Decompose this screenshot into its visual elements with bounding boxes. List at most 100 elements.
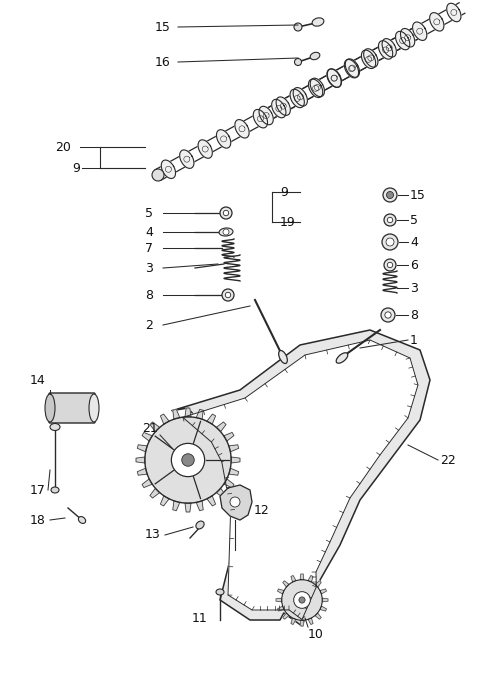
Polygon shape <box>277 606 284 611</box>
Circle shape <box>299 597 305 603</box>
Polygon shape <box>400 28 415 47</box>
Polygon shape <box>137 444 147 452</box>
Polygon shape <box>322 598 328 602</box>
Polygon shape <box>235 120 249 138</box>
Polygon shape <box>378 41 393 59</box>
Polygon shape <box>308 618 313 624</box>
Circle shape <box>294 592 310 608</box>
Polygon shape <box>293 87 307 106</box>
Circle shape <box>145 417 231 503</box>
Polygon shape <box>161 160 176 179</box>
Polygon shape <box>172 330 430 626</box>
Text: 22: 22 <box>440 453 456 466</box>
Polygon shape <box>224 432 234 441</box>
Circle shape <box>223 210 228 216</box>
Polygon shape <box>207 414 216 425</box>
Polygon shape <box>185 503 191 512</box>
Text: 13: 13 <box>145 528 161 541</box>
Polygon shape <box>320 606 326 611</box>
Polygon shape <box>150 488 160 498</box>
Polygon shape <box>173 501 180 510</box>
Ellipse shape <box>312 18 324 26</box>
Text: 4: 4 <box>410 236 418 249</box>
Polygon shape <box>231 457 240 463</box>
Circle shape <box>223 229 229 235</box>
Text: 1: 1 <box>410 333 418 346</box>
Text: 9: 9 <box>280 185 288 199</box>
Polygon shape <box>277 589 284 594</box>
Polygon shape <box>229 469 239 475</box>
Text: 17: 17 <box>30 484 46 497</box>
Text: 8: 8 <box>410 308 418 322</box>
Polygon shape <box>309 79 323 98</box>
Text: 14: 14 <box>30 374 46 387</box>
Polygon shape <box>413 22 427 41</box>
Circle shape <box>381 308 395 322</box>
Text: 6: 6 <box>410 258 418 271</box>
Text: 7: 7 <box>145 242 153 254</box>
Polygon shape <box>142 432 152 441</box>
Polygon shape <box>150 422 160 431</box>
Ellipse shape <box>51 487 59 493</box>
Text: 3: 3 <box>145 262 153 275</box>
Polygon shape <box>291 618 296 624</box>
Polygon shape <box>198 140 212 158</box>
Polygon shape <box>310 78 324 97</box>
Polygon shape <box>447 3 461 22</box>
Ellipse shape <box>279 350 288 363</box>
Polygon shape <box>216 488 226 498</box>
Text: 9: 9 <box>72 161 80 174</box>
Circle shape <box>387 217 393 223</box>
Text: 21: 21 <box>142 422 158 434</box>
Polygon shape <box>283 613 289 619</box>
Text: 20: 20 <box>55 141 71 153</box>
Polygon shape <box>345 59 360 78</box>
Ellipse shape <box>50 423 60 431</box>
Polygon shape <box>396 32 410 49</box>
Polygon shape <box>308 576 313 582</box>
Polygon shape <box>344 60 359 78</box>
Circle shape <box>383 188 397 202</box>
Circle shape <box>225 292 231 297</box>
Polygon shape <box>290 89 304 108</box>
Polygon shape <box>430 12 444 31</box>
Polygon shape <box>224 479 234 488</box>
Polygon shape <box>283 581 289 587</box>
Ellipse shape <box>196 521 204 529</box>
Polygon shape <box>196 501 203 510</box>
Text: 3: 3 <box>410 282 418 295</box>
Polygon shape <box>361 50 376 69</box>
Circle shape <box>386 238 394 245</box>
Polygon shape <box>180 150 194 168</box>
Text: 8: 8 <box>145 289 153 302</box>
Polygon shape <box>327 69 341 87</box>
Circle shape <box>171 443 204 477</box>
Circle shape <box>282 580 322 620</box>
Text: 15: 15 <box>155 21 171 34</box>
Polygon shape <box>137 469 147 475</box>
Polygon shape <box>300 574 304 580</box>
Polygon shape <box>259 106 273 125</box>
Polygon shape <box>291 576 296 582</box>
Ellipse shape <box>89 394 99 422</box>
Polygon shape <box>196 409 203 419</box>
Circle shape <box>384 259 396 271</box>
Circle shape <box>182 453 194 466</box>
Polygon shape <box>160 414 169 425</box>
Ellipse shape <box>310 52 320 60</box>
Ellipse shape <box>78 517 85 523</box>
Polygon shape <box>220 485 252 520</box>
Circle shape <box>294 23 302 31</box>
Text: 11: 11 <box>192 611 208 624</box>
Polygon shape <box>160 496 169 506</box>
Circle shape <box>386 238 394 246</box>
Polygon shape <box>173 409 180 419</box>
Ellipse shape <box>216 589 224 595</box>
Text: 10: 10 <box>308 629 324 642</box>
Polygon shape <box>276 97 290 115</box>
Text: 2: 2 <box>145 319 153 332</box>
Polygon shape <box>300 620 304 626</box>
Text: 5: 5 <box>145 207 153 220</box>
Circle shape <box>230 497 240 507</box>
Polygon shape <box>320 589 326 594</box>
